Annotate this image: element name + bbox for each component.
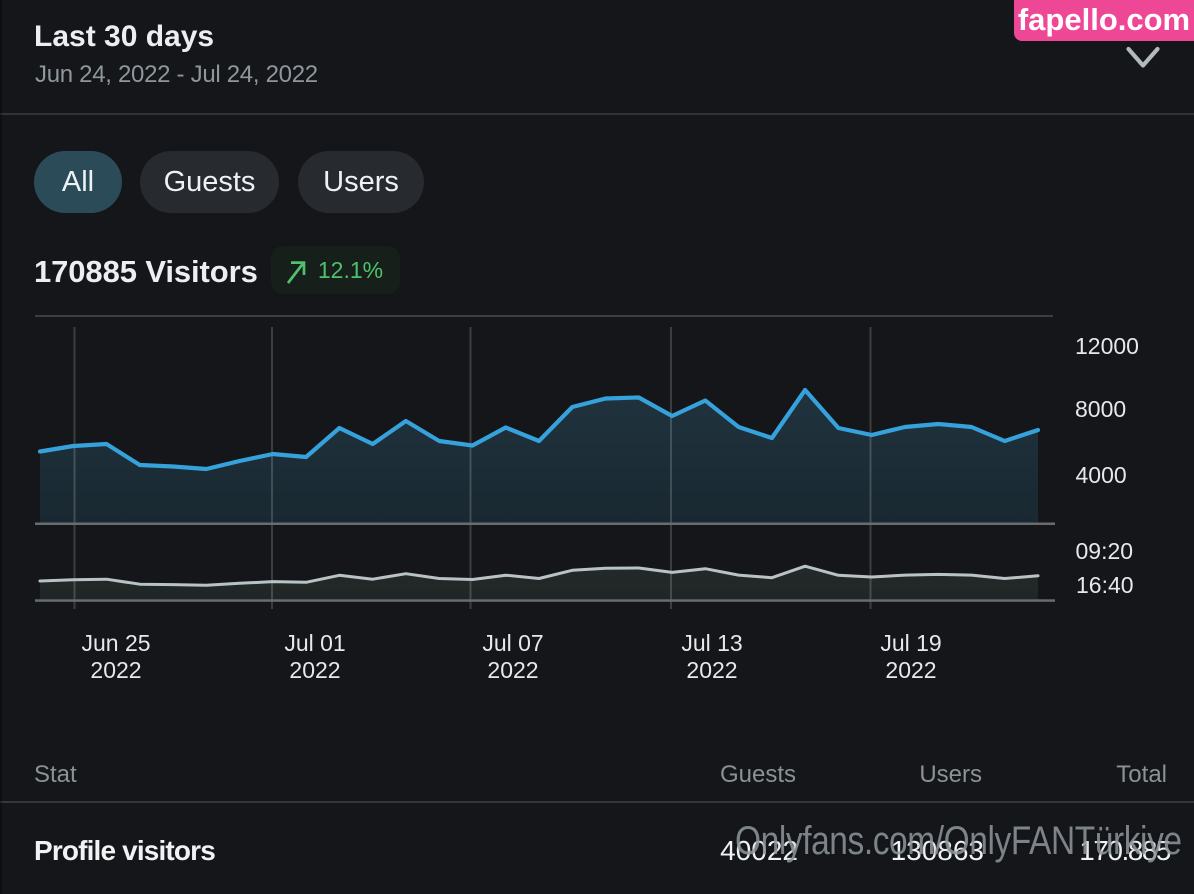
svg-text:2022: 2022 xyxy=(90,657,141,683)
svg-text:Jul 13: Jul 13 xyxy=(681,630,742,656)
svg-text:2022: 2022 xyxy=(686,657,737,683)
svg-text:2022: 2022 xyxy=(487,657,538,683)
svg-text:09:20: 09:20 xyxy=(1076,538,1134,564)
svg-text:Jul 07: Jul 07 xyxy=(482,630,543,656)
svg-text:2022: 2022 xyxy=(289,657,340,683)
svg-text:Jul 01: Jul 01 xyxy=(284,630,345,656)
svg-text:4000: 4000 xyxy=(1076,462,1127,488)
svg-text:Jul 19: Jul 19 xyxy=(880,630,941,656)
svg-text:8000: 8000 xyxy=(1075,396,1126,422)
svg-text:16:40: 16:40 xyxy=(1076,572,1134,598)
svg-text:12000: 12000 xyxy=(1075,333,1139,359)
svg-text:2022: 2022 xyxy=(885,657,936,683)
svg-text:Jun 25: Jun 25 xyxy=(81,630,150,656)
